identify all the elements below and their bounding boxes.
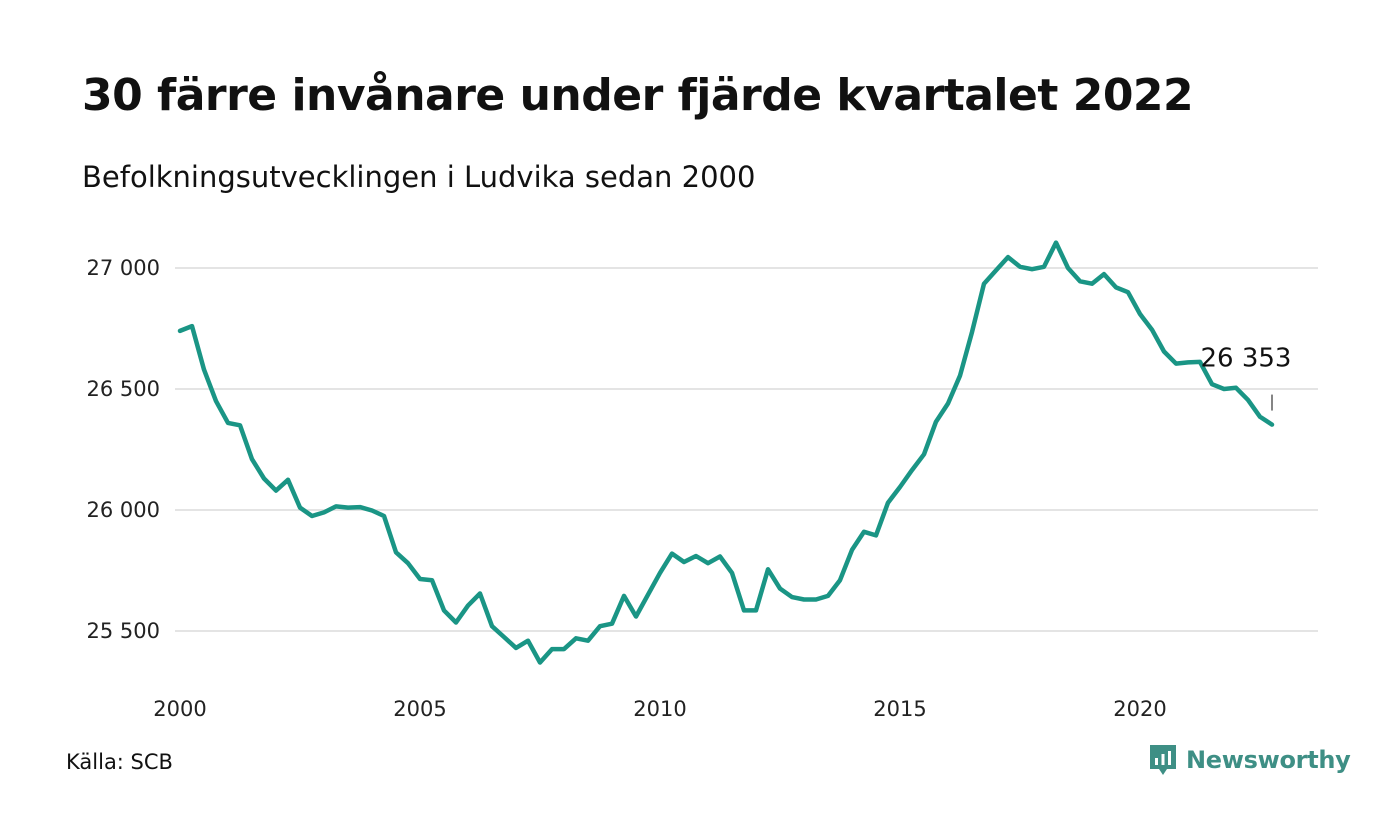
series-line: [177, 240, 1275, 665]
x-tick-label: 2015: [873, 697, 926, 721]
line-chart: 25 500 26 000 26 500 27 000 2000 2005 2010 201…: [87, 240, 1318, 721]
x-tick-label: 2010: [633, 697, 686, 721]
source-note: Källa: SCB: [66, 750, 173, 774]
chart-subtitle: Befolkningsutvecklingen i Ludvika sedan …: [82, 160, 756, 194]
y-tick-label: 26 000: [87, 498, 160, 522]
newsworthy-logo-icon: [1150, 745, 1176, 775]
y-tick-label: 26 500: [87, 377, 160, 401]
y-tick-label: 27 000: [87, 256, 160, 280]
y-tick-label: 25 500: [87, 619, 160, 643]
end-annotation-label: 26 353: [1201, 344, 1292, 374]
x-tick-label: 2005: [393, 697, 446, 721]
brand-logo: Newsworthy: [1148, 743, 1351, 777]
chart-title: 30 färre invånare under fjärde kvartalet…: [82, 70, 1194, 121]
x-tick-label: 2020: [1113, 697, 1166, 721]
brand-name: Newsworthy: [1186, 746, 1351, 774]
x-tick-label: 2000: [153, 697, 206, 721]
